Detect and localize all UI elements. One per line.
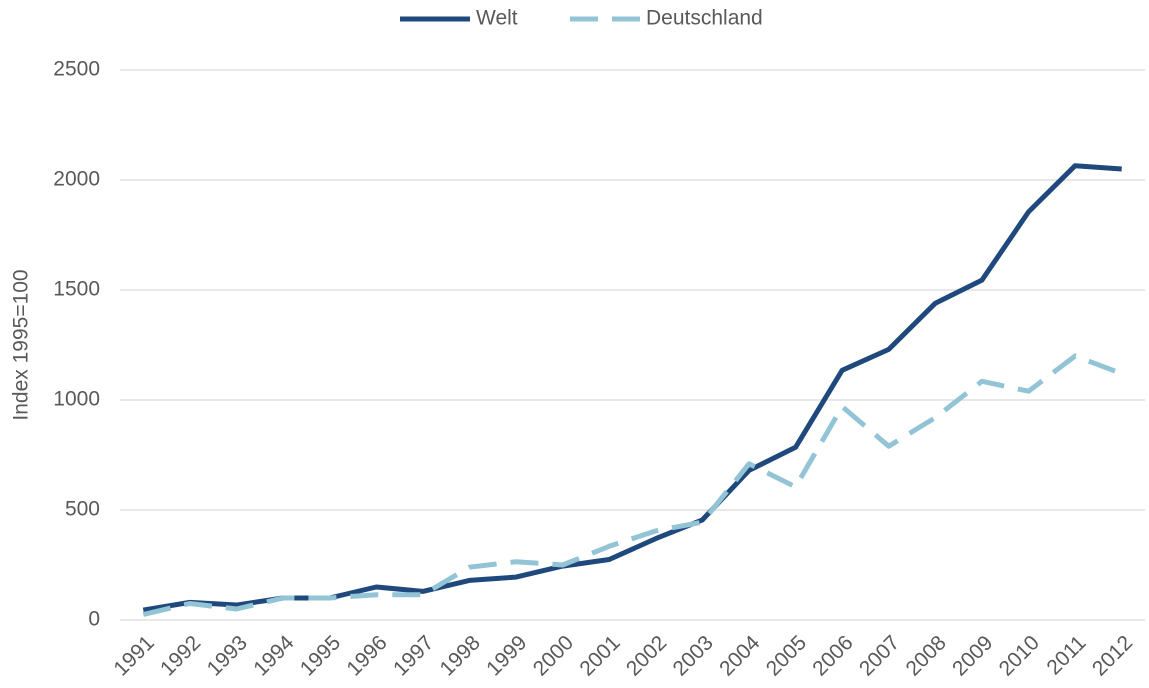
x-tick-label: 1999 xyxy=(482,631,531,680)
x-tick-label: 2007 xyxy=(855,631,904,680)
y-tick-label: 1000 xyxy=(53,388,100,411)
y-tick-label: 2500 xyxy=(53,58,100,81)
x-tick-label: 2002 xyxy=(622,631,671,680)
x-tick-label: 2012 xyxy=(1088,631,1137,680)
y-tick-label: 1500 xyxy=(53,278,100,301)
x-tick-label: 2001 xyxy=(575,631,624,680)
y-tick-label: 500 xyxy=(65,498,100,521)
x-tick-label: 1991 xyxy=(109,631,158,680)
x-tick-label: 2011 xyxy=(1042,631,1090,679)
x-tick-label: 1992 xyxy=(156,631,205,680)
x-tick-label: 1995 xyxy=(296,631,345,680)
legend-label: Deutschland xyxy=(646,7,763,30)
legend-label: Welt xyxy=(476,7,518,30)
y-tick-label: 2000 xyxy=(53,168,100,191)
x-tick-label: 1997 xyxy=(389,631,438,680)
series-line xyxy=(142,163,1122,613)
x-tick-label: 1994 xyxy=(249,631,299,681)
series-line xyxy=(142,353,1123,617)
y-axis-title: Index 1995=100 xyxy=(10,269,33,420)
x-tick-label: 2008 xyxy=(902,631,951,680)
x-tick-label: 2009 xyxy=(948,631,997,680)
x-tick-label: 2005 xyxy=(762,631,811,680)
x-tick-label: 2003 xyxy=(669,631,718,680)
x-tick-label: 2004 xyxy=(715,631,765,681)
x-tick-label: 2006 xyxy=(808,631,857,680)
x-tick-label: 1998 xyxy=(436,631,485,680)
y-tick-label: 0 xyxy=(88,608,100,631)
x-tick-label: 2010 xyxy=(995,631,1044,680)
x-tick-label: 2000 xyxy=(529,631,578,680)
x-tick-label: 1993 xyxy=(203,631,252,680)
x-tick-label: 1996 xyxy=(342,631,391,680)
